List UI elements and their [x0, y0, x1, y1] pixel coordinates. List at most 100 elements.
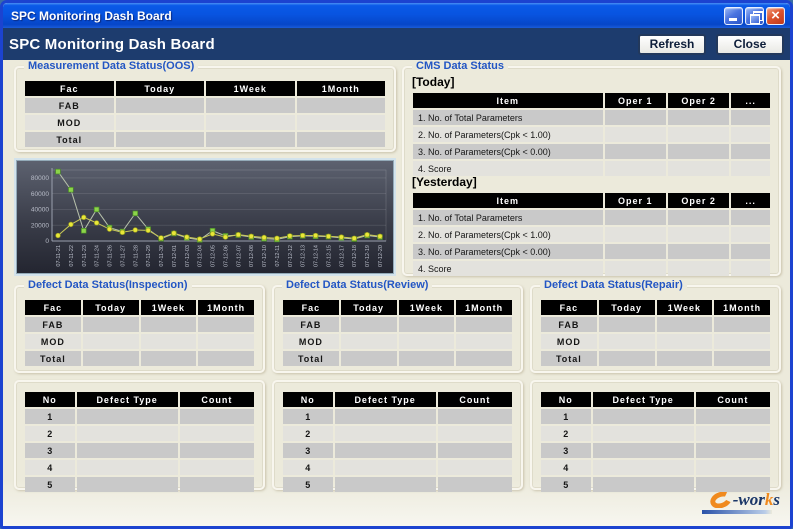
defect-list-box-inspection: No Defect Type Count 1 2 3 4 5	[14, 380, 265, 492]
data-cell	[604, 210, 666, 225]
item-label: 3. No. of Parameters(Cpk < 0.00)	[413, 144, 603, 159]
defect-type-cell	[592, 409, 694, 424]
col-header: Oper 1	[604, 193, 666, 208]
close-button[interactable]	[766, 6, 785, 25]
col-header: 1Week	[398, 300, 455, 315]
data-cell	[340, 351, 397, 366]
defect-type-cell	[76, 477, 178, 492]
svg-text:07-12-20: 07-12-20	[378, 245, 384, 267]
data-cell	[198, 351, 254, 366]
data-cell	[456, 351, 512, 366]
table-row: 5	[541, 477, 770, 492]
oos-trend-chart: 0 20000 40000 60000 80000 07-11-21 07-11-22 07-…	[14, 158, 396, 276]
data-cell	[115, 132, 204, 147]
data-cell	[340, 317, 397, 332]
data-cell	[340, 334, 397, 349]
minimize-button[interactable]	[724, 6, 743, 25]
data-cell	[82, 334, 139, 349]
data-cell	[667, 261, 730, 276]
page-title: SPC Monitoring Dash Board	[9, 35, 215, 53]
defect-type-cell	[76, 426, 178, 441]
refresh-button[interactable]: Refresh	[638, 33, 706, 55]
table-row: FAB	[25, 98, 385, 113]
section-defect-review: Defect Data Status(Review) Fac Today 1Week…	[272, 279, 523, 373]
col-header: Oper 1	[604, 93, 666, 108]
svg-text:40000: 40000	[31, 207, 49, 214]
item-label: 2. No. of Parameters(Cpk < 1.00)	[413, 127, 603, 142]
data-cell	[604, 161, 666, 176]
row-label: FAB	[283, 317, 339, 332]
data-cell	[198, 317, 254, 332]
data-cell	[398, 334, 455, 349]
col-header: Count	[437, 392, 512, 407]
row-number: 2	[25, 426, 75, 441]
row-label: MOD	[25, 115, 114, 130]
table-header-row: Fac Today 1Week 1Month	[283, 300, 512, 315]
titlebar: SPC Monitoring Dash Board	[3, 3, 790, 28]
table-row: 3. No. of Parameters(Cpk < 0.00)	[413, 244, 770, 259]
svg-text:07-12-10: 07-12-10	[262, 245, 268, 267]
data-cell	[731, 227, 770, 242]
row-number: 5	[541, 477, 591, 492]
data-cell	[598, 351, 655, 366]
data-cell	[140, 334, 197, 349]
svg-text:20000: 20000	[31, 222, 49, 229]
row-number: 1	[283, 409, 333, 424]
count-cell	[437, 477, 512, 492]
table-row: MOD	[283, 334, 512, 349]
table-row: MOD	[25, 115, 385, 130]
col-header: 1Week	[206, 81, 295, 96]
data-cell	[731, 161, 770, 176]
table-row: 3	[541, 443, 770, 458]
data-cell	[598, 334, 655, 349]
svg-text:07-11-30: 07-11-30	[159, 245, 165, 267]
row-label: FAB	[541, 317, 597, 332]
defect-type-cell	[334, 443, 436, 458]
data-cell	[731, 110, 770, 125]
table-row: 4	[541, 460, 770, 475]
row-label: Total	[283, 351, 339, 366]
col-header: Defect Type	[592, 392, 694, 407]
count-cell	[695, 460, 770, 475]
row-number: 4	[25, 460, 75, 475]
data-cell	[296, 115, 385, 130]
table-row: 1. No. of Total Parameters	[413, 110, 770, 125]
table-row: 4. Score	[413, 261, 770, 276]
svg-text:07-11-22: 07-11-22	[69, 245, 75, 267]
defect-list-table: No Defect Type Count 1 2 3 4 5	[539, 390, 772, 494]
svg-text:07-12-19: 07-12-19	[365, 245, 371, 267]
svg-text:07-11-27: 07-11-27	[120, 245, 126, 267]
data-cell	[604, 227, 666, 242]
fac-table: Fac Today 1Week 1Month FAB MOD Total	[539, 298, 772, 368]
count-cell	[179, 477, 254, 492]
row-label: Total	[25, 132, 114, 147]
section-measurement-title: Measurement Data Status(OOS)	[24, 60, 199, 72]
col-header: 1Month	[714, 300, 770, 315]
col-header: Defect Type	[334, 392, 436, 407]
row-label: FAB	[25, 317, 81, 332]
table-row: FAB	[25, 317, 254, 332]
table-row: 3. No. of Parameters(Cpk < 0.00)	[413, 144, 770, 159]
data-cell	[82, 317, 139, 332]
col-header: 1Month	[296, 81, 385, 96]
row-number: 3	[541, 443, 591, 458]
count-cell	[179, 409, 254, 424]
col-header: Fac	[283, 300, 339, 315]
logo-swoosh-icon	[710, 492, 732, 508]
col-header: Fac	[25, 300, 81, 315]
table-row: 1	[541, 409, 770, 424]
col-header: Count	[695, 392, 770, 407]
defect-list-box-review: No Defect Type Count 1 2 3 4 5	[272, 380, 523, 492]
table-row: 4. Score	[413, 161, 770, 176]
svg-text:0: 0	[45, 238, 49, 245]
row-label: FAB	[25, 98, 114, 113]
row-number: 2	[283, 426, 333, 441]
close-header-button[interactable]: Close	[716, 33, 784, 55]
restore-button[interactable]	[745, 6, 764, 25]
data-cell	[296, 132, 385, 147]
svg-text:07-12-06: 07-12-06	[223, 245, 229, 267]
defect-type-cell	[76, 460, 178, 475]
cms-yesterday-table: Item Oper 1 Oper 2 ... 1. No. of Total P…	[411, 191, 772, 278]
svg-text:07-12-01: 07-12-01	[172, 245, 178, 267]
count-cell	[179, 443, 254, 458]
